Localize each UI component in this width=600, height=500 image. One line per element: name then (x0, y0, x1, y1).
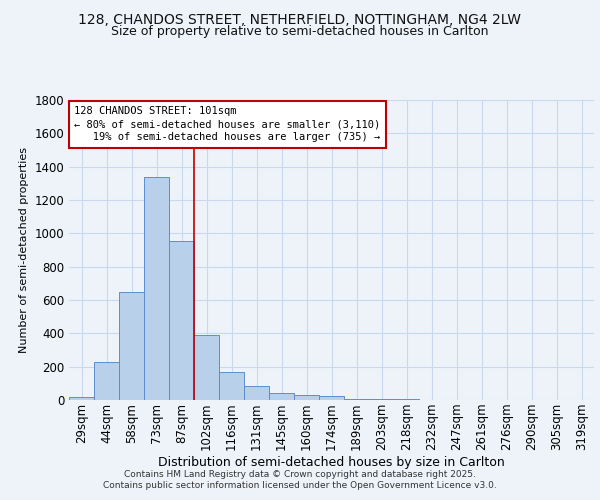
Bar (69, 396, 94, 400)
Text: Contains HM Land Registry data © Crown copyright and database right 2025.: Contains HM Land Registry data © Crown c… (124, 470, 476, 479)
Bar (294, 395, 319, 400)
Bar (319, 396, 344, 400)
Text: 128, CHANDOS STREET, NETHERFIELD, NOTTINGHAM, NG4 2LW: 128, CHANDOS STREET, NETHERFIELD, NOTTIN… (79, 12, 521, 26)
Bar (219, 372, 244, 400)
Text: Size of property relative to semi-detached houses in Carlton: Size of property relative to semi-detach… (111, 25, 489, 38)
X-axis label: Distribution of semi-detached houses by size in Carlton: Distribution of semi-detached houses by … (158, 456, 505, 469)
Text: Contains public sector information licensed under the Open Government Licence v3: Contains public sector information licen… (103, 481, 497, 490)
Bar (94, 362, 119, 400)
Text: 128 CHANDOS STREET: 101sqm
← 80% of semi-detached houses are smaller (3,110)
   : 128 CHANDOS STREET: 101sqm ← 80% of semi… (74, 106, 380, 142)
Bar (194, 335, 219, 400)
Bar (119, 292, 144, 400)
Y-axis label: Number of semi-detached properties: Number of semi-detached properties (19, 147, 29, 353)
Bar (144, 176, 169, 400)
Bar (344, 398, 369, 400)
Bar (369, 399, 394, 400)
Bar (244, 386, 269, 400)
Bar (169, 241, 194, 400)
Bar (269, 392, 294, 400)
